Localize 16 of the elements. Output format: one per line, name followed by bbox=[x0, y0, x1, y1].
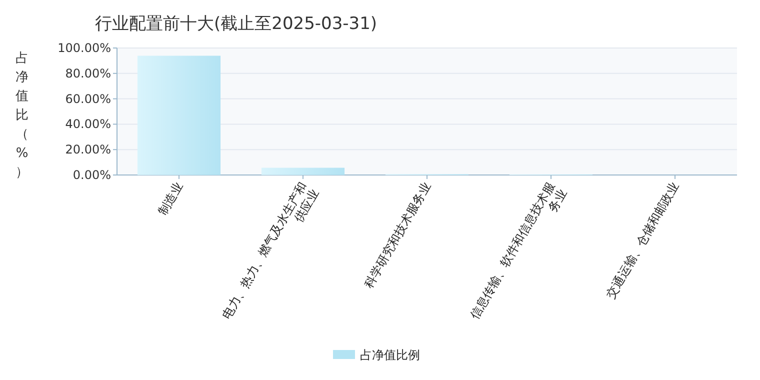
y-tick-label: 0.00% bbox=[72, 168, 111, 182]
x-tick-label: 电力、热力、燃气及水生产和供应业 bbox=[219, 180, 322, 322]
y-tick-label: 40.00% bbox=[65, 117, 111, 132]
y-tick-label: 20.00% bbox=[65, 142, 111, 157]
legend-label: 占净值比例 bbox=[360, 348, 420, 362]
y-axis-title: 占净值比（%） bbox=[16, 51, 28, 180]
y-tick-label: 60.00% bbox=[65, 92, 111, 106]
x-tick-label: 制造业 bbox=[155, 180, 186, 218]
x-tick-label: 交通运输、仓储和邮政业 bbox=[603, 180, 682, 301]
x-tick-label: 科学研究和技术服务业 bbox=[361, 180, 434, 290]
y-tick-label: 80.00% bbox=[65, 66, 111, 80]
chart-title: 行业配置前十大(截止至2025-03-31) bbox=[95, 14, 378, 34]
x-tick-label: 信息传输、软件和信息技术服务业 bbox=[467, 180, 570, 322]
bar bbox=[137, 56, 221, 175]
y-tick-label: 100.00% bbox=[58, 41, 111, 55]
bar bbox=[261, 168, 345, 175]
